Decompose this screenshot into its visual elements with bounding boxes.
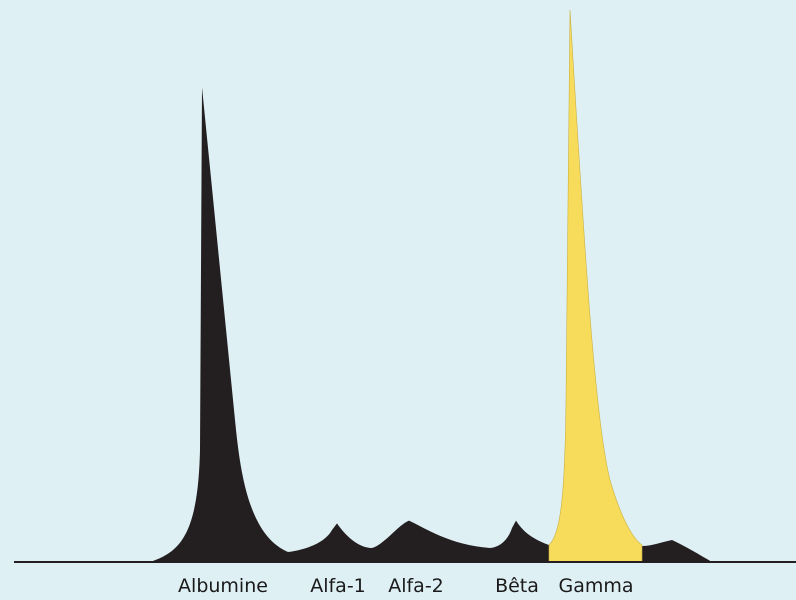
fraction-label-alfa-2: Alfa-2 bbox=[388, 575, 444, 597]
gamma-highlight-area bbox=[548, 9, 643, 563]
fraction-label-gamma: Gamma bbox=[558, 575, 633, 597]
fraction-label-albumine: Albumine bbox=[178, 575, 268, 597]
profile-area bbox=[150, 87, 712, 562]
fraction-label-alfa-1: Alfa-1 bbox=[310, 575, 366, 597]
fraction-label-b-ta: Bêta bbox=[495, 575, 539, 597]
fraction-labels: Albumine Alfa-1 Alfa-2 Bêta Gamma bbox=[178, 575, 633, 597]
